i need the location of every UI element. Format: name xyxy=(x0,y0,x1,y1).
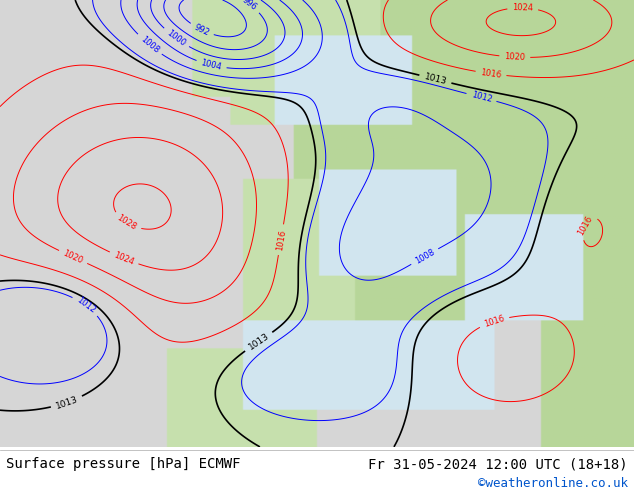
Text: ©weatheronline.co.uk: ©weatheronline.co.uk xyxy=(477,477,628,490)
Text: 1000: 1000 xyxy=(165,28,187,48)
Text: 1012: 1012 xyxy=(75,295,97,316)
Text: 1016: 1016 xyxy=(480,68,502,79)
Text: 1016: 1016 xyxy=(482,314,505,329)
Text: 1008: 1008 xyxy=(138,34,160,55)
Text: 1020: 1020 xyxy=(61,248,84,266)
Text: 1024: 1024 xyxy=(512,3,533,13)
Text: 1013: 1013 xyxy=(55,394,79,411)
Text: Fr 31-05-2024 12:00 UTC (18+18): Fr 31-05-2024 12:00 UTC (18+18) xyxy=(368,457,628,471)
Text: 992: 992 xyxy=(193,23,211,37)
Text: 1012: 1012 xyxy=(470,91,493,104)
Text: 1013: 1013 xyxy=(423,72,448,86)
Text: 1013: 1013 xyxy=(247,331,271,352)
Text: 1016: 1016 xyxy=(576,214,594,237)
Text: 1024: 1024 xyxy=(112,250,136,267)
Text: 1028: 1028 xyxy=(115,214,138,232)
Text: 1004: 1004 xyxy=(200,58,223,72)
Text: 1016: 1016 xyxy=(275,228,287,251)
Text: 1020: 1020 xyxy=(504,52,526,62)
Text: 996: 996 xyxy=(240,0,259,13)
Text: Surface pressure [hPa] ECMWF: Surface pressure [hPa] ECMWF xyxy=(6,457,241,471)
Text: 1008: 1008 xyxy=(413,247,436,266)
